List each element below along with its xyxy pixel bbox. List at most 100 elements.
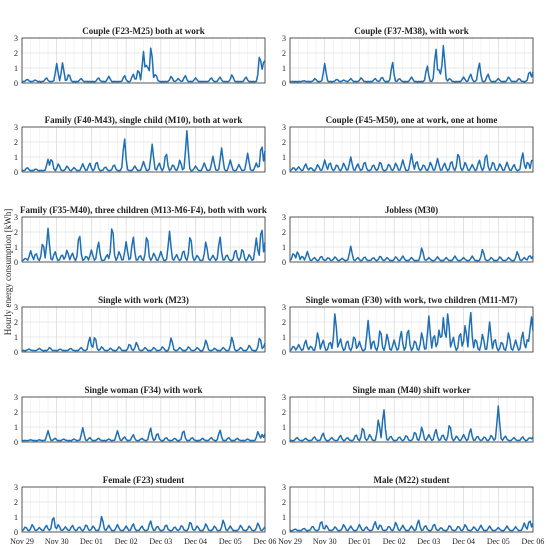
y-tick-label: 3 xyxy=(282,393,286,402)
y-tick-label: 0 xyxy=(14,79,18,88)
y-tick-label: 2 xyxy=(14,138,18,147)
y-tick-label: 2 xyxy=(282,408,286,417)
chart-panel-1: Couple (F23-M25) both at work 0 1 2 3 xyxy=(14,26,266,88)
y-tick-label: 2 xyxy=(14,318,18,327)
x-tick-label: Dec 04 xyxy=(184,537,207,546)
chart-panel-3: Family (F40-M43), single child (M10), bo… xyxy=(14,115,266,177)
x-tick-label: Nov 29 xyxy=(10,537,34,546)
y-tick-label: 2 xyxy=(14,228,18,237)
x-tick-label: Dec 06 xyxy=(254,537,277,546)
y-tick-label: 2 xyxy=(14,49,18,58)
y-tick-label: 3 xyxy=(14,303,18,312)
series-line xyxy=(21,227,266,262)
y-tick-label: 1 xyxy=(14,423,18,432)
series-line xyxy=(21,130,266,172)
chart-title: Couple (F37-M38), with work xyxy=(354,26,469,36)
y-tick-label: 0 xyxy=(282,528,286,537)
plot-frame xyxy=(21,306,266,353)
x-tick-label: Dec 05 xyxy=(219,537,242,546)
y-tick-label: 2 xyxy=(282,318,286,327)
y-tick-label: 3 xyxy=(282,303,286,312)
chart-title: Family (F40-M43), single child (M10), bo… xyxy=(45,115,243,125)
chart-title: Couple (F45-M50), one at work, one at ho… xyxy=(326,115,498,125)
y-tick-label: 2 xyxy=(14,498,18,507)
x-tick-label: Dec 01 xyxy=(80,537,103,546)
y-tick-label: 3 xyxy=(14,34,18,43)
y-tick-label: 1 xyxy=(14,513,18,522)
chart-panel-11: Female (F23) student 0 1 2 3 Nov 29 Nov 30 Dec … xyxy=(10,475,276,546)
y-tick-label: 3 xyxy=(14,393,18,402)
y-tick-label: 1 xyxy=(282,423,286,432)
x-tick-label: Dec 03 xyxy=(149,537,172,546)
y-tick-label: 0 xyxy=(14,348,18,357)
series-line xyxy=(289,245,534,262)
x-tick-label: Nov 30 xyxy=(313,537,337,546)
plot-frame xyxy=(289,126,534,173)
y-axis-label: Hourly energy consumption [kWh] xyxy=(3,209,13,336)
y-tick-label: 3 xyxy=(282,123,286,132)
plot-frame xyxy=(21,216,266,263)
x-tick-label: Dec 05 xyxy=(487,537,510,546)
series-line xyxy=(289,152,534,172)
chart-title: Male (M22) student xyxy=(374,475,450,485)
chart-title: Single man (M40) shift worker xyxy=(353,385,471,395)
plot-frame xyxy=(289,37,534,84)
x-tick-label: Dec 02 xyxy=(115,537,138,546)
plot-frame xyxy=(289,486,534,533)
chart-title: Single with work (M23) xyxy=(98,295,189,305)
y-tick-label: 1 xyxy=(14,243,18,252)
plot-frame xyxy=(21,486,266,533)
chart-title: Family (F35-M40), three children (M13-M6… xyxy=(20,205,267,215)
y-tick-label: 0 xyxy=(282,168,286,177)
y-tick-label: 2 xyxy=(282,49,286,58)
chart-panel-5: Family (F35-M40), three children (M13-M6… xyxy=(14,205,267,267)
x-tick-label: Dec 03 xyxy=(417,537,440,546)
x-tick-label: Dec 04 xyxy=(452,537,475,546)
chart-panel-9: Single woman (F34) with work 0 1 2 3 xyxy=(14,385,266,447)
y-tick-label: 0 xyxy=(282,79,286,88)
y-tick-label: 2 xyxy=(282,228,286,237)
y-tick-label: 3 xyxy=(282,483,286,492)
y-tick-label: 3 xyxy=(14,123,18,132)
plot-frame xyxy=(289,396,534,443)
chart-panel-12: Male (M22) student 0 1 2 3 Nov 29 Nov 30 Dec 01… xyxy=(278,475,544,546)
y-tick-label: 0 xyxy=(14,168,18,177)
x-tick-label: Nov 30 xyxy=(45,537,69,546)
chart-title: Jobless (M30) xyxy=(385,205,438,215)
plot-frame xyxy=(21,396,266,443)
series-line xyxy=(21,427,266,442)
y-tick-label: 0 xyxy=(14,438,18,447)
x-tick-label: Dec 01 xyxy=(348,537,371,546)
y-tick-label: 1 xyxy=(282,153,286,162)
chart-panel-6: Jobless (M30) 0 1 2 3 xyxy=(282,205,534,267)
y-tick-label: 1 xyxy=(14,333,18,342)
y-tick-label: 3 xyxy=(282,34,286,43)
y-tick-label: 2 xyxy=(14,408,18,417)
series-line xyxy=(289,311,534,352)
y-tick-label: 0 xyxy=(282,438,286,447)
chart-panel-8: Single woman (F30) with work, two childr… xyxy=(282,295,534,357)
series-line xyxy=(21,47,266,83)
y-tick-label: 1 xyxy=(282,333,286,342)
y-tick-label: 3 xyxy=(14,483,18,492)
y-tick-label: 1 xyxy=(14,153,18,162)
y-tick-label: 0 xyxy=(14,528,18,537)
chart-title: Single woman (F34) with work xyxy=(84,385,202,395)
y-tick-label: 1 xyxy=(282,513,286,522)
y-tick-label: 1 xyxy=(282,243,286,252)
y-tick-label: 0 xyxy=(282,348,286,357)
y-tick-label: 1 xyxy=(14,64,18,73)
series-line xyxy=(21,515,266,532)
y-tick-label: 2 xyxy=(282,498,286,507)
series-line xyxy=(21,336,266,352)
plot-frame xyxy=(289,216,534,263)
plot-frame xyxy=(21,126,266,173)
y-tick-label: 0 xyxy=(14,258,18,267)
chart-panel-2: Couple (F37-M38), with work 0 1 2 3 xyxy=(282,26,534,88)
y-tick-label: 0 xyxy=(282,258,286,267)
chart-title: Single woman (F30) with work, two childr… xyxy=(306,295,518,305)
y-tick-label: 2 xyxy=(282,138,286,147)
chart-panel-4: Couple (F45-M50), one at work, one at ho… xyxy=(282,115,534,177)
y-tick-label: 3 xyxy=(282,213,286,222)
y-tick-label: 1 xyxy=(282,64,286,73)
